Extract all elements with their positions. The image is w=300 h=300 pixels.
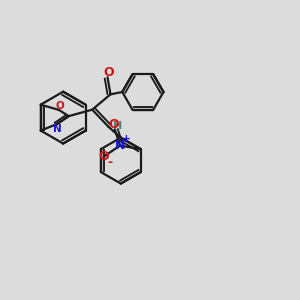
Text: N: N <box>53 124 62 134</box>
Text: O: O <box>55 101 64 111</box>
Text: -: - <box>107 156 112 169</box>
Text: N: N <box>115 139 125 152</box>
Text: O: O <box>98 150 109 163</box>
Text: +: + <box>122 134 131 144</box>
Text: H: H <box>112 121 122 131</box>
Text: O: O <box>109 118 119 131</box>
Text: O: O <box>103 66 114 80</box>
